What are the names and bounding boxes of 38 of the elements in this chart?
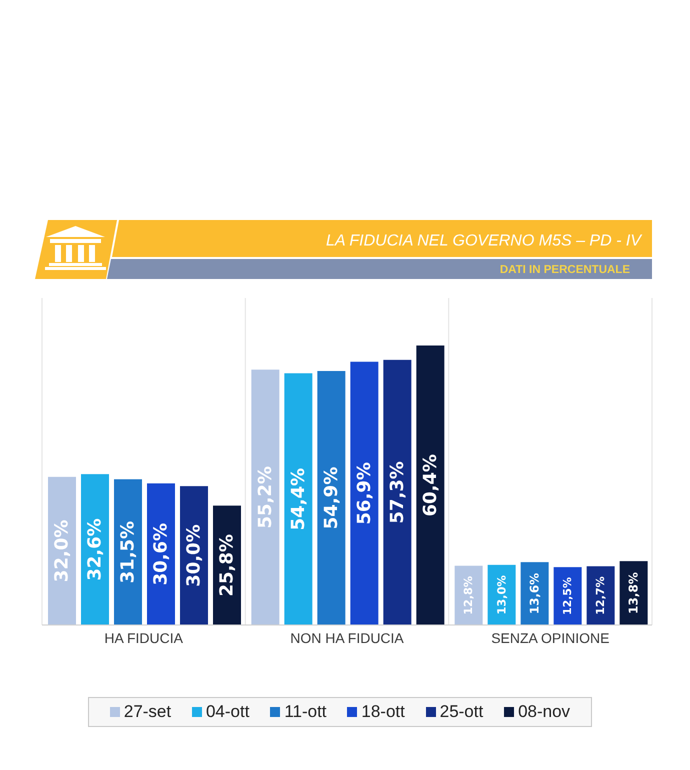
chart-subtitle: DATI IN PERCENTUALE [500, 264, 630, 276]
legend-label: 08-nov [517, 702, 570, 722]
legend-label: 25-ott [438, 702, 484, 722]
data-label: 25,8% [216, 534, 238, 597]
data-label: 55,2% [254, 466, 276, 529]
legend-label: 27-set [122, 702, 172, 722]
legend-label: 18-ott [360, 702, 405, 722]
bar [114, 479, 142, 625]
data-label: 32,6% [84, 518, 106, 581]
bar [317, 370, 346, 625]
data-label: 57,3% [386, 461, 408, 524]
bar [81, 474, 109, 625]
chart-title: LA FIDUCIA NEL GOVERNO M5S – PD - IV [326, 232, 642, 250]
bar [416, 346, 444, 625]
data-label: 12,5% [561, 577, 574, 615]
data-label: 12,8% [462, 576, 476, 615]
bar [251, 370, 280, 625]
data-label: 13,6% [528, 572, 542, 614]
legend-label: 04-ott [204, 702, 250, 722]
data-label: 56,9% [354, 462, 375, 525]
bar [383, 360, 412, 625]
data-label: 30,6% [150, 522, 172, 586]
data-label: 60,4% [420, 454, 441, 516]
data-label: 54,4% [288, 468, 309, 530]
data-label: 13,8% [626, 572, 641, 614]
data-label: 13,0% [494, 575, 509, 615]
bar [284, 373, 312, 625]
x-tick-label: NON HA FIDUCIA [290, 630, 404, 646]
bar [586, 566, 615, 625]
data-label: 30,0% [184, 524, 204, 587]
data-label: 12,7% [594, 576, 608, 615]
x-tick-label: SENZA OPINIONE [491, 630, 610, 646]
data-label: 54,9% [320, 466, 342, 530]
legend-label: 11-ott [283, 702, 327, 722]
bar [350, 362, 378, 625]
x-tick-label: HA FIDUCIA [104, 630, 184, 646]
data-label: 31,5% [118, 520, 138, 584]
data-label: 32,0% [52, 520, 72, 582]
